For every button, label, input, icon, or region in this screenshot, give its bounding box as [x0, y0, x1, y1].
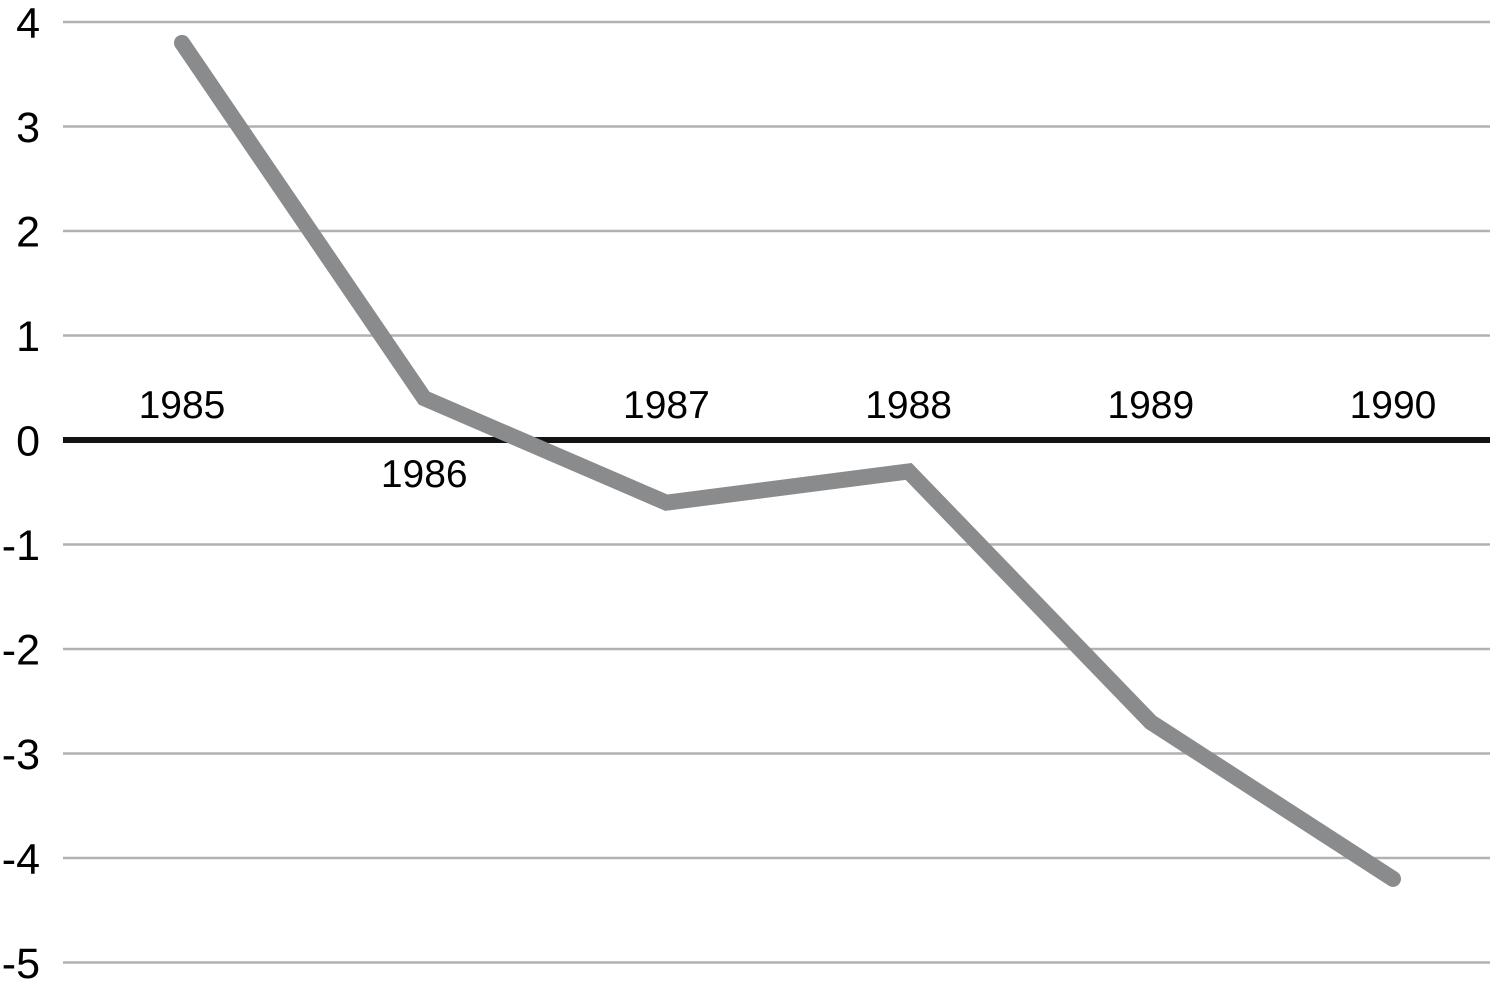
- y-tick-label: -4: [2, 835, 40, 883]
- y-tick-label: 0: [16, 417, 40, 465]
- y-tick-label: 4: [16, 0, 40, 47]
- year-label: 1990: [1350, 384, 1437, 427]
- y-tick-label: -5: [2, 940, 40, 985]
- y-tick-label: -2: [2, 626, 40, 674]
- year-label: 1989: [1107, 384, 1194, 427]
- y-tick-label: 1: [16, 313, 40, 361]
- data-line: [174, 34, 1401, 887]
- year-label: 1986: [381, 453, 468, 496]
- y-tick-label: -1: [2, 522, 40, 570]
- year-label: 1985: [139, 384, 226, 427]
- year-label: 1988: [865, 384, 952, 427]
- y-tick-label: -3: [2, 731, 40, 779]
- year-label: 1987: [623, 384, 710, 427]
- y-tick-label: 2: [16, 208, 40, 256]
- y-tick-label: 3: [16, 104, 40, 152]
